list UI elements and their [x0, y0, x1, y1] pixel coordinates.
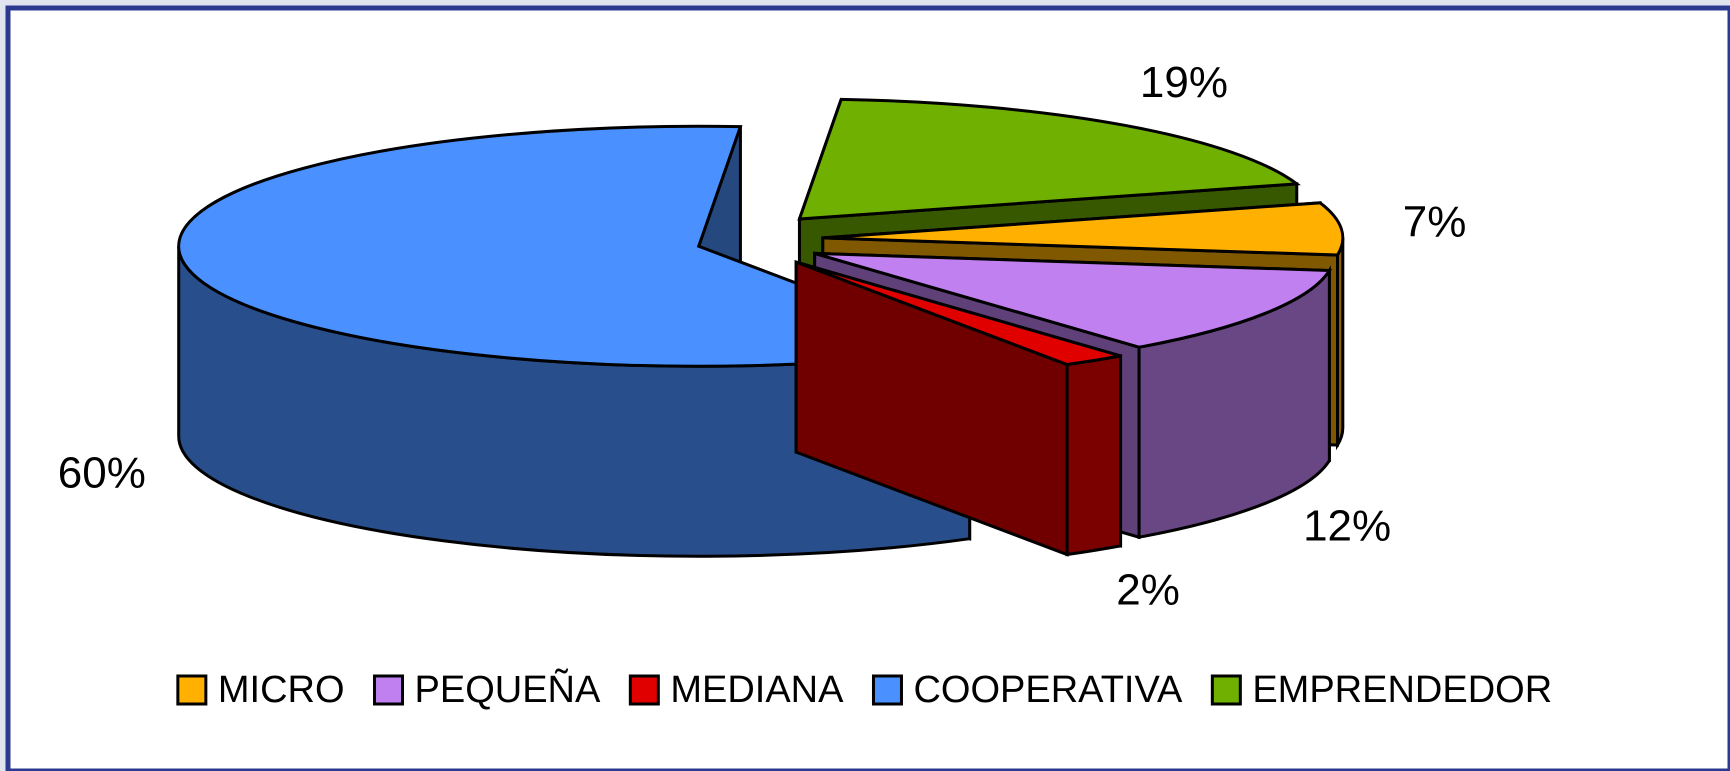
data-label: 12%: [1303, 501, 1391, 550]
legend-swatch: [628, 674, 660, 706]
legend-item: MEDIANA: [628, 669, 844, 711]
legend: MICRO PEQUEÑA MEDIANA COOPERATIVA EMPRENDEDO…: [176, 668, 1552, 711]
slice-side-shade: [1067, 355, 1121, 555]
legend-item: MICRO: [176, 669, 345, 711]
slice-top: [795, 260, 1121, 367]
slice-top: [177, 124, 971, 368]
legend-item: COOPERATIVA: [871, 669, 1183, 711]
legend-label: PEQUEÑA: [415, 668, 601, 711]
slice: [794, 259, 1123, 557]
legend-label: MEDIANA: [670, 669, 844, 711]
legend-label: EMPRENDEDOR: [1252, 669, 1552, 711]
slice-wall-shade: [796, 262, 1068, 555]
legend-swatch: [373, 674, 405, 706]
legend-label: COOPERATIVA: [913, 669, 1183, 711]
data-label: 60%: [58, 449, 146, 498]
data-label: 2%: [1116, 565, 1180, 614]
legend-item: EMPRENDEDOR: [1210, 669, 1552, 711]
slice-side-shade: [1139, 270, 1330, 538]
slice-side-shade: [1337, 237, 1343, 446]
legend-swatch: [871, 674, 903, 706]
slice-top: [797, 97, 1301, 221]
slice-side-shade: [178, 246, 970, 557]
legend-swatch: [176, 674, 208, 706]
data-label: 19%: [1140, 58, 1228, 107]
pie: [177, 97, 1345, 558]
legend-item: PEQUEÑA: [373, 668, 601, 711]
legend-swatch: [1210, 674, 1242, 706]
legend-label: MICRO: [218, 669, 345, 711]
labels: 19% 7% 60% 12% 2%: [58, 58, 1467, 614]
data-label: 7%: [1403, 197, 1467, 246]
slice-top: [822, 201, 1345, 257]
slice-top: [814, 251, 1333, 349]
